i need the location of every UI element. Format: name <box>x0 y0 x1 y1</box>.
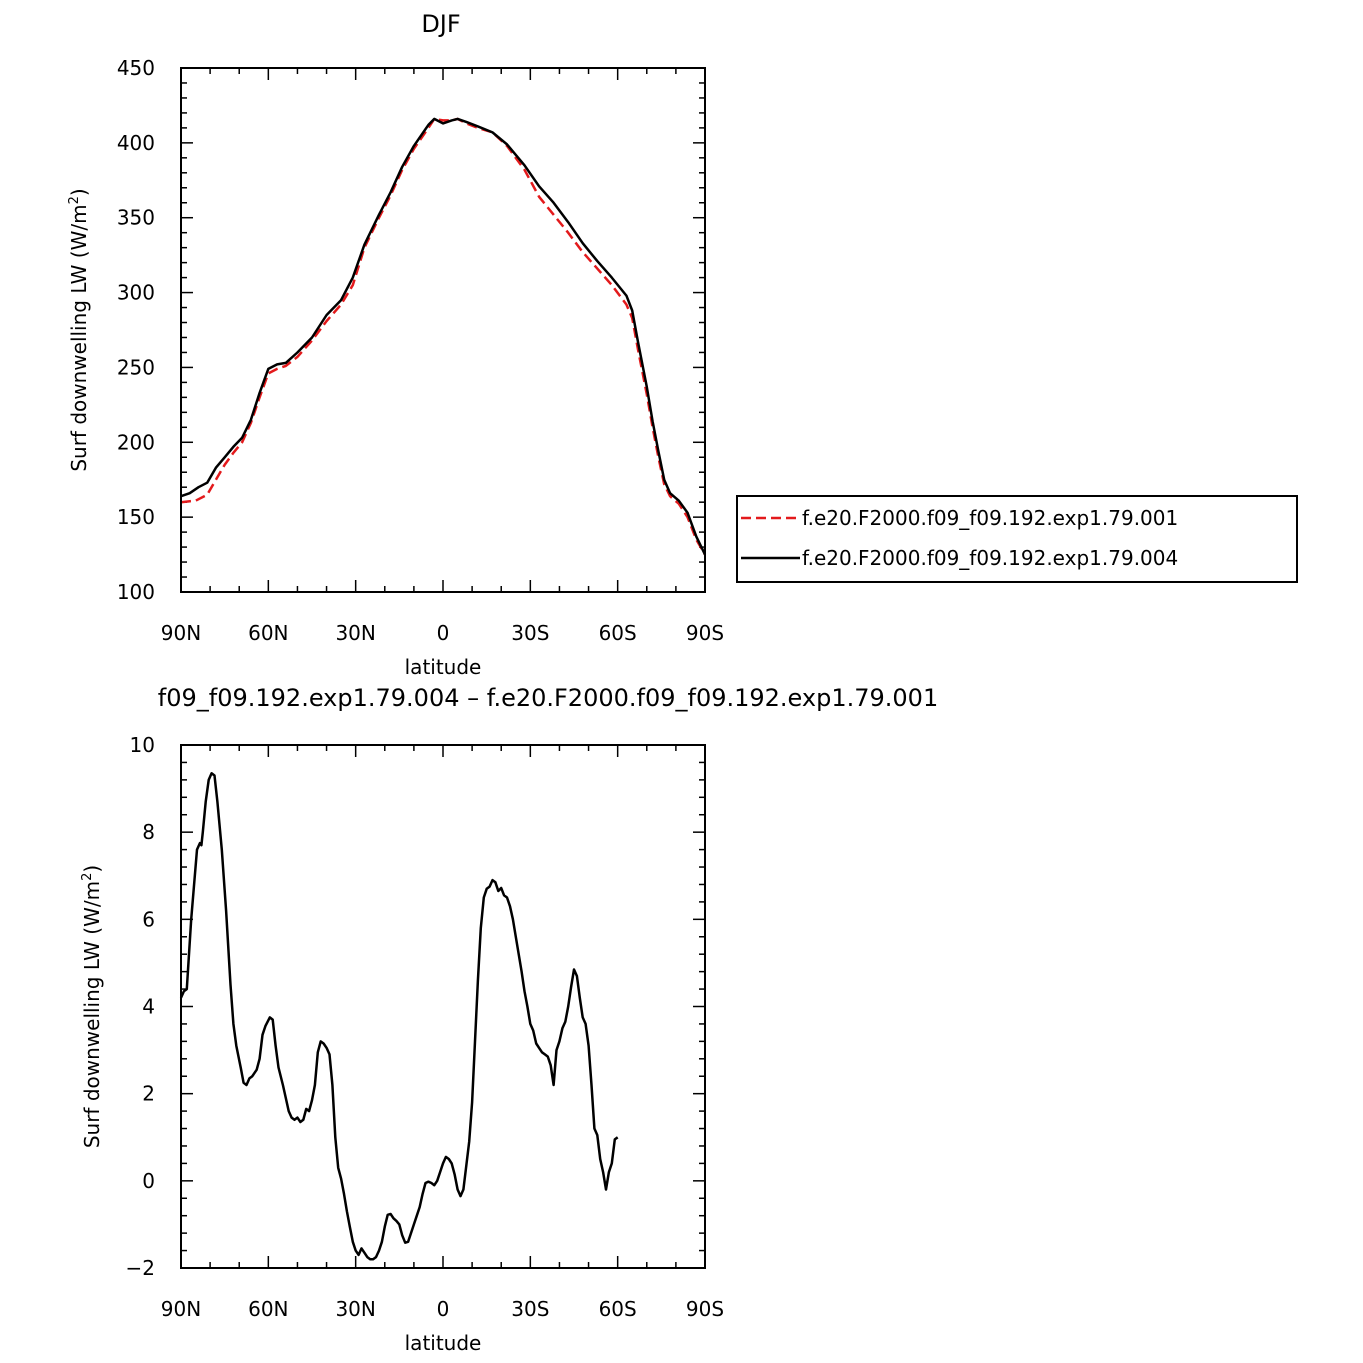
xtick-label: 90S <box>686 1297 724 1321</box>
series-line-0 <box>179 772 619 1261</box>
top-panel-xlabel: latitude <box>405 655 482 679</box>
ytick-label: 2 <box>142 1082 155 1106</box>
top-panel-title: DJF <box>421 10 460 38</box>
bottom-panel-title: f09_f09.192.exp1.79.004 – f.e20.F2000.f0… <box>158 684 938 712</box>
xtick-label: 60N <box>248 1297 288 1321</box>
xtick-label: 30N <box>335 1297 375 1321</box>
ytick-label: 6 <box>142 907 155 931</box>
bottom-panel-series <box>179 772 619 1261</box>
xtick-label: 0 <box>437 621 450 645</box>
xtick-label: 90S <box>686 621 724 645</box>
xtick-label: 90N <box>161 1297 201 1321</box>
series-line-0 <box>180 117 707 556</box>
ytick-label: −2 <box>126 1256 155 1280</box>
top-panel: DJF Surf downwelling LW (W/m2) latitude … <box>67 10 724 679</box>
legend-box <box>736 495 1298 583</box>
top-panel-ylabel-main: Surf downwelling LW (W/m <box>67 204 91 471</box>
top-panel-ticks: 100 150 200 250 300 350 400 450 90N 60N 30N 0 30S 60S… <box>117 56 724 645</box>
bottom-panel-xlabel: latitude <box>405 1331 482 1355</box>
top-panel-ylabel-end: ) <box>67 188 91 196</box>
xtick-label: 60S <box>599 621 637 645</box>
series-line-1 <box>180 117 707 556</box>
top-panel-ylabel-sup: 2 <box>67 196 82 204</box>
bottom-panel-ylabel-main: Surf downwelling LW (W/m <box>80 881 104 1148</box>
legend-label-004: f.e20.F2000.f09_f09.192.exp1.79.004 <box>802 546 1178 570</box>
ytick-label: 200 <box>117 430 155 454</box>
bottom-panel-ticks: −2 0 2 4 6 8 10 90N 60N 30N 0 30S 60S 90S <box>126 733 725 1321</box>
xtick-label: 0 <box>437 1297 450 1321</box>
top-panel-series <box>180 117 707 556</box>
ytick-label: 350 <box>117 206 155 230</box>
xtick-label: 30N <box>335 621 375 645</box>
xtick-label: 30S <box>511 621 549 645</box>
ytick-label: 400 <box>117 131 155 155</box>
ytick-label: 0 <box>142 1169 155 1193</box>
legend: f.e20.F2000.f09_f09.192.exp1.79.001 f.e2… <box>736 495 1298 583</box>
bottom-panel: f09_f09.192.exp1.79.004 – f.e20.F2000.f0… <box>80 684 938 1355</box>
ytick-label: 300 <box>117 281 155 305</box>
ytick-label: 150 <box>117 505 155 529</box>
xtick-label: 60N <box>248 621 288 645</box>
ytick-label: 450 <box>117 56 155 80</box>
top-panel-ylabel: Surf downwelling LW (W/m2) <box>67 188 91 471</box>
xtick-label: 30S <box>511 1297 549 1321</box>
ytick-label: 100 <box>117 580 155 604</box>
bottom-panel-frame <box>180 744 706 1269</box>
ytick-label: 10 <box>130 733 155 757</box>
xtick-label: 60S <box>599 1297 637 1321</box>
svg-text:Surf downwelling LW (W/m2): Surf downwelling LW (W/m2) <box>80 865 104 1148</box>
ytick-label: 4 <box>142 995 155 1019</box>
ytick-label: 8 <box>142 820 155 844</box>
xtick-label: 90N <box>161 621 201 645</box>
bottom-panel-ylabel: Surf downwelling LW (W/m2) <box>80 865 104 1148</box>
legend-label-001: f.e20.F2000.f09_f09.192.exp1.79.001 <box>802 506 1178 530</box>
ytick-label: 250 <box>117 355 155 379</box>
top-panel-frame <box>180 67 706 593</box>
svg-text:Surf downwelling LW (W/m2): Surf downwelling LW (W/m2) <box>67 188 91 471</box>
bottom-panel-ylabel-end: ) <box>80 865 104 873</box>
bottom-panel-ylabel-sup: 2 <box>80 873 95 881</box>
